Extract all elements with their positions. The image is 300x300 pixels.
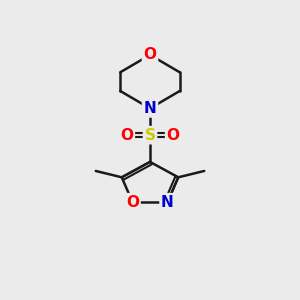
Text: O: O xyxy=(167,128,180,142)
Text: N: N xyxy=(161,195,174,210)
Text: O: O xyxy=(143,47,157,62)
Text: S: S xyxy=(145,128,155,142)
Text: O: O xyxy=(126,195,139,210)
Text: N: N xyxy=(144,101,156,116)
Text: O: O xyxy=(120,128,133,142)
